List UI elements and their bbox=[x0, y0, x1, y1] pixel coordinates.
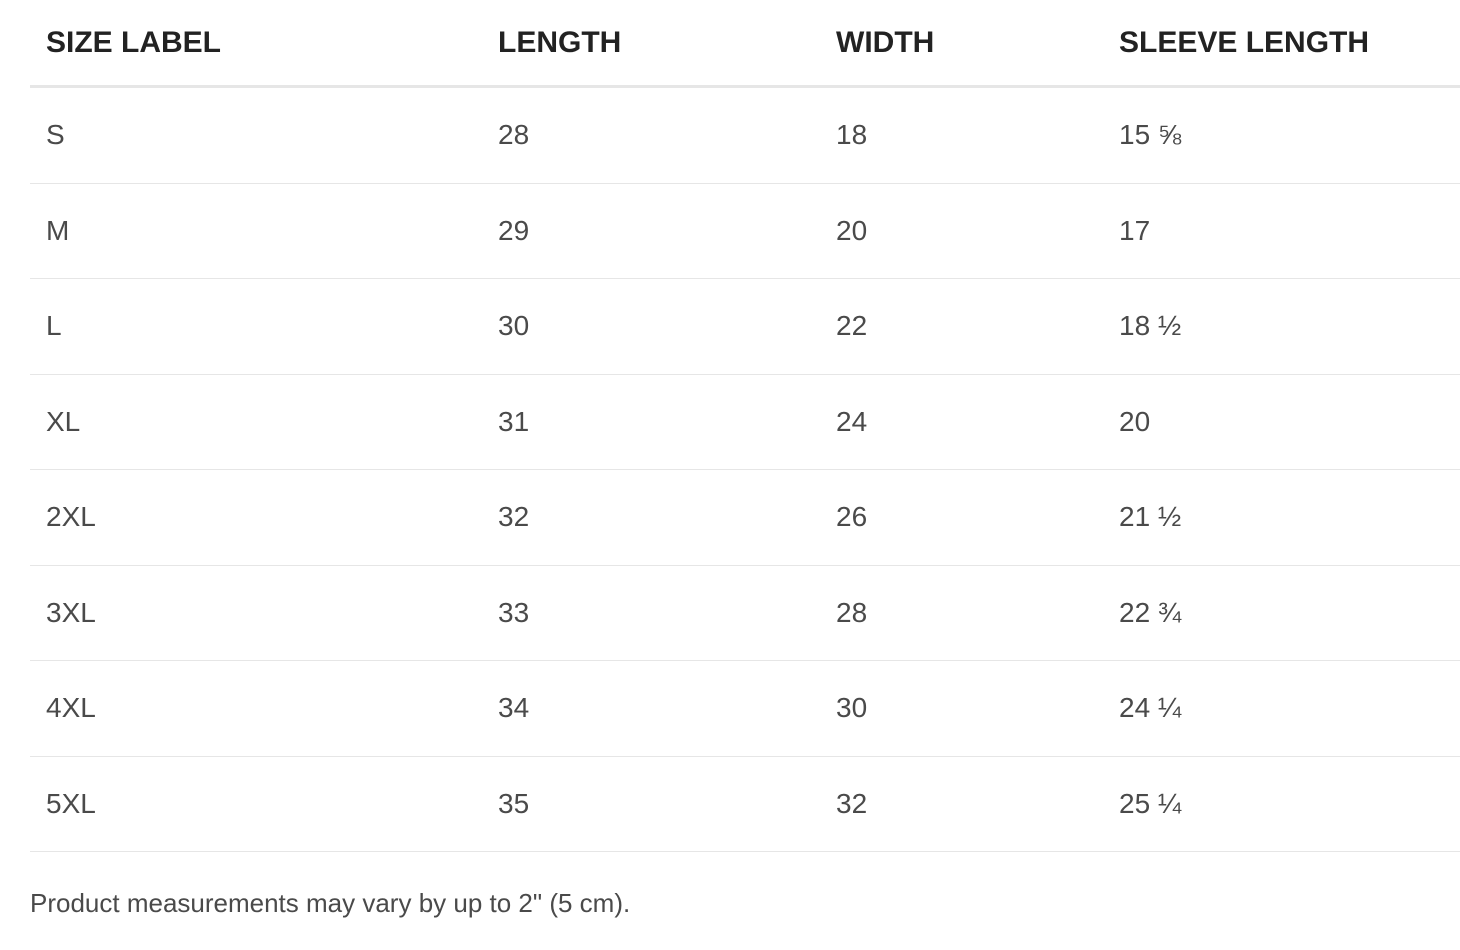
cell-size-label: 5XL bbox=[30, 756, 482, 852]
cell-length: 34 bbox=[482, 660, 820, 757]
table-row: 5XL 35 32 25 ¼ bbox=[30, 756, 1460, 852]
cell-sleeve-length: 25 ¼ bbox=[1103, 756, 1460, 852]
cell-sleeve-length: 18 ½ bbox=[1103, 278, 1460, 375]
table-row: XL 31 24 20 bbox=[30, 374, 1460, 470]
cell-size-label: 4XL bbox=[30, 660, 482, 757]
cell-width: 28 bbox=[820, 565, 1103, 661]
table-row: 4XL 34 30 24 ¼ bbox=[30, 660, 1460, 757]
cell-length: 29 bbox=[482, 183, 820, 279]
cell-length: 35 bbox=[482, 756, 820, 852]
cell-width: 22 bbox=[820, 278, 1103, 375]
cell-width: 32 bbox=[820, 756, 1103, 852]
cell-length: 28 bbox=[482, 86, 820, 184]
cell-size-label: L bbox=[30, 278, 482, 375]
cell-length: 32 bbox=[482, 469, 820, 566]
cell-width: 30 bbox=[820, 660, 1103, 757]
cell-sleeve-length: 24 ¼ bbox=[1103, 660, 1460, 757]
table-row: 2XL 32 26 21 ½ bbox=[30, 469, 1460, 566]
cell-sleeve-length: 15 ⅝ bbox=[1103, 86, 1460, 184]
header-row: SIZE LABEL LENGTH WIDTH SLEEVE LENGTH bbox=[30, 0, 1460, 88]
header-size-label: SIZE LABEL bbox=[30, 0, 482, 88]
cell-size-label: M bbox=[30, 183, 482, 279]
cell-width: 20 bbox=[820, 183, 1103, 279]
cell-sleeve-length: 21 ½ bbox=[1103, 469, 1460, 566]
cell-width: 26 bbox=[820, 469, 1103, 566]
header-width: WIDTH bbox=[820, 0, 1103, 88]
header-length: LENGTH bbox=[482, 0, 820, 88]
cell-width: 18 bbox=[820, 86, 1103, 184]
cell-size-label: 3XL bbox=[30, 565, 482, 661]
header-sleeve-length: SLEEVE LENGTH bbox=[1103, 0, 1460, 88]
cell-sleeve-length: 22 ¾ bbox=[1103, 565, 1460, 661]
cell-sleeve-length: 20 bbox=[1103, 374, 1460, 470]
table-row: M 29 20 17 bbox=[30, 183, 1460, 279]
cell-length: 30 bbox=[482, 278, 820, 375]
cell-sleeve-length: 17 bbox=[1103, 183, 1460, 279]
cell-width: 24 bbox=[820, 374, 1103, 470]
cell-size-label: 2XL bbox=[30, 469, 482, 566]
table-row: 3XL 33 28 22 ¾ bbox=[30, 565, 1460, 661]
cell-length: 31 bbox=[482, 374, 820, 470]
cell-size-label: S bbox=[30, 86, 482, 184]
measurement-note: Product measurements may vary by up to 2… bbox=[30, 888, 631, 918]
cell-length: 33 bbox=[482, 565, 820, 661]
table-row: S 28 18 15 ⅝ bbox=[30, 86, 1460, 184]
cell-size-label: XL bbox=[30, 374, 482, 470]
table-row: L 30 22 18 ½ bbox=[30, 278, 1460, 375]
